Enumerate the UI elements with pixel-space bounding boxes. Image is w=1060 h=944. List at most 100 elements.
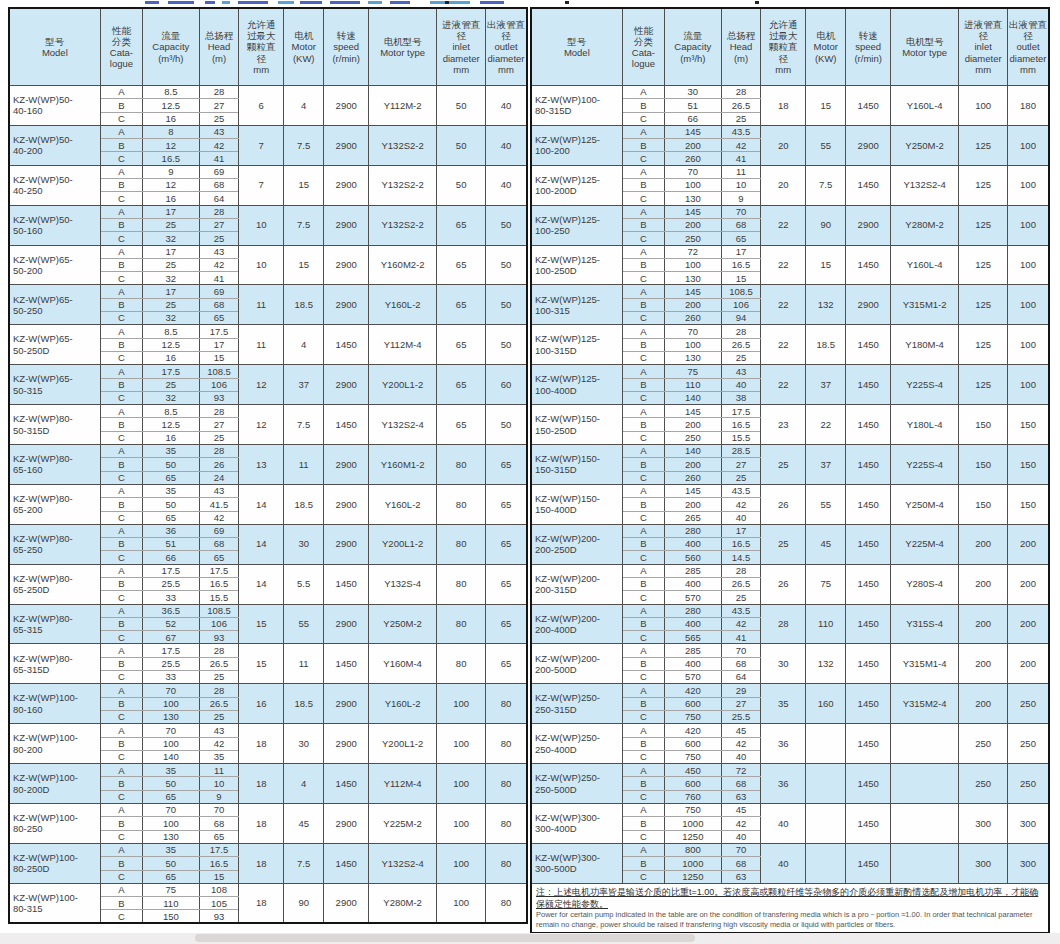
- particle-size-cell: 22: [761, 285, 806, 325]
- capacity-cell: 130: [143, 710, 199, 723]
- head-cell: 41: [199, 152, 239, 165]
- capacity-cell: 1000: [665, 817, 721, 830]
- capacity-cell: 17.5: [143, 365, 199, 378]
- catalogue-cell: A: [100, 883, 142, 896]
- catalogue-cell: C: [100, 511, 142, 524]
- motor-type-cell: Y200L1-2: [368, 365, 436, 405]
- capacity-cell: 1000: [665, 857, 721, 870]
- model-cell: KZ-W(WP)125- 100-200D: [531, 165, 622, 205]
- capacity-cell: 12: [143, 139, 199, 152]
- catalogue-cell: A: [622, 524, 664, 537]
- capacity-cell: 32: [143, 312, 199, 325]
- column-header-9: 出液管直 径 outlet diameter mm: [1008, 8, 1050, 86]
- catalogue-cell: A: [100, 245, 142, 258]
- catalogue-cell: A: [622, 365, 664, 378]
- capacity-cell: 145: [665, 484, 721, 497]
- capacity-cell: 8.5: [143, 86, 199, 99]
- head-cell: 93: [199, 391, 239, 404]
- speed-cell: 1450: [846, 604, 891, 644]
- capacity-cell: 400: [665, 538, 721, 551]
- outlet-diameter-cell: 65: [486, 524, 528, 564]
- outlet-diameter-cell: 65: [486, 484, 528, 524]
- model-cell: KZ-W(WP)125- 100-200: [531, 125, 622, 165]
- capacity-cell: 51: [143, 538, 199, 551]
- inlet-diameter-cell: 100: [437, 764, 486, 804]
- capacity-cell: 250: [665, 431, 721, 444]
- outlet-diameter-cell: 100: [1008, 165, 1050, 205]
- capacity-cell: 8.5: [143, 405, 199, 418]
- head-cell: 43.5: [721, 604, 761, 617]
- speed-cell: 2900: [324, 524, 369, 564]
- head-cell: 43: [199, 724, 239, 737]
- particle-size-cell: 30: [761, 644, 806, 684]
- scrollbar-thumb[interactable]: [195, 934, 695, 942]
- inlet-diameter-cell: 125: [959, 165, 1008, 205]
- head-cell: 27: [721, 458, 761, 471]
- horizontal-scrollbar[interactable]: [0, 933, 1060, 944]
- catalogue-cell: C: [622, 870, 664, 883]
- model-cell: KZ-W(WP)80- 65-160: [9, 445, 100, 485]
- capacity-cell: 52: [143, 617, 199, 630]
- catalogue-cell: B: [100, 179, 142, 192]
- model-cell: KZ-W(WP)100- 80-200: [9, 724, 100, 764]
- capacity-cell: 1250: [665, 870, 721, 883]
- speed-cell: 1450: [324, 644, 369, 684]
- catalogue-cell: C: [622, 750, 664, 763]
- catalogue-cell: B: [622, 777, 664, 790]
- speed-cell: 1450: [846, 764, 891, 804]
- inlet-diameter-cell: 80: [437, 524, 486, 564]
- head-cell: 28: [199, 205, 239, 218]
- inlet-diameter-cell: 65: [437, 325, 486, 365]
- head-cell: 25: [721, 351, 761, 364]
- catalogue-cell: B: [622, 218, 664, 231]
- head-cell: 24: [199, 471, 239, 484]
- outlet-diameter-cell: 250: [1008, 764, 1050, 804]
- speed-cell: 2900: [324, 205, 369, 245]
- head-cell: 25: [721, 591, 761, 604]
- model-cell: KZ-W(WP)100- 80-315: [9, 883, 100, 923]
- inlet-diameter-cell: 200: [959, 684, 1008, 724]
- head-cell: 64: [199, 192, 239, 205]
- catalogue-cell: A: [622, 205, 664, 218]
- motor-power-cell: 4: [284, 86, 324, 126]
- motor-type-cell: Y132S2-2: [368, 125, 436, 165]
- capacity-cell: 260: [665, 312, 721, 325]
- particle-size-cell: 35: [761, 684, 806, 724]
- head-cell: 42: [199, 511, 239, 524]
- catalogue-cell: B: [100, 737, 142, 750]
- motor-power-cell: [806, 843, 846, 883]
- inlet-diameter-cell: 50: [437, 125, 486, 165]
- head-cell: 11: [721, 165, 761, 178]
- catalogue-cell: A: [622, 125, 664, 138]
- head-cell: 68: [721, 777, 761, 790]
- particle-size-cell: 12: [239, 365, 284, 405]
- motor-type-cell: Y132S2-4: [368, 405, 436, 445]
- outlet-diameter-cell: 200: [1008, 564, 1050, 604]
- inlet-diameter-cell: 100: [437, 724, 486, 764]
- model-cell: KZ-W(WP)200- 200-315D: [531, 564, 622, 604]
- capacity-cell: 600: [665, 737, 721, 750]
- left-table: 型号 Model性能 分类 Cata- logue流量 Capacity (m³…: [8, 7, 528, 924]
- motor-type-cell: Y132S-4: [368, 564, 436, 604]
- head-cell: 17: [199, 338, 239, 351]
- catalogue-cell: A: [622, 484, 664, 497]
- capacity-cell: 16: [143, 431, 199, 444]
- model-cell: KZ-W(WP)125- 100-315: [531, 285, 622, 325]
- motor-type-cell: Y180L-4: [890, 405, 958, 445]
- outlet-diameter-cell: 150: [1008, 484, 1050, 524]
- head-cell: 65: [199, 312, 239, 325]
- head-cell: 106: [199, 378, 239, 391]
- model-cell: KZ-W(WP)80- 65-315D: [9, 644, 100, 684]
- catalogue-cell: B: [100, 538, 142, 551]
- column-header-9: 出液管直 径 outlet diameter mm: [486, 8, 528, 86]
- capacity-cell: 17.5: [143, 644, 199, 657]
- motor-power-cell: 90: [284, 883, 324, 923]
- speed-cell: 1450: [846, 843, 891, 883]
- catalogue-cell: C: [100, 192, 142, 205]
- capacity-cell: 16: [143, 192, 199, 205]
- head-cell: 25: [199, 431, 239, 444]
- head-cell: 69: [199, 524, 239, 537]
- catalogue-cell: C: [622, 431, 664, 444]
- particle-size-cell: 22: [761, 365, 806, 405]
- head-cell: 15: [199, 870, 239, 883]
